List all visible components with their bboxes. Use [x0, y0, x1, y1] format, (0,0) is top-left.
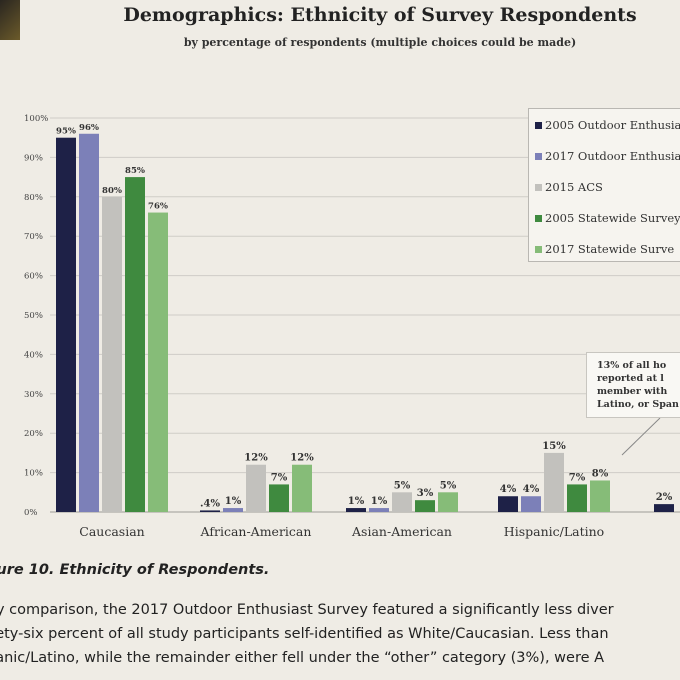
bar [125, 177, 145, 512]
y-tick-label: 30% [24, 390, 43, 400]
annotation-line: 13% of all ho [597, 360, 667, 371]
annotation-line: member with [597, 386, 668, 397]
bar [269, 484, 289, 512]
legend-item: 2017 Outdoor Enthusia [535, 148, 680, 164]
bar [292, 464, 312, 512]
y-tick-label: 80% [24, 193, 43, 203]
data-label: 4% [523, 484, 540, 495]
legend-item: 2005 Outdoor Enthusias [535, 117, 680, 133]
data-label: 8% [592, 468, 609, 479]
data-label: 1% [225, 496, 242, 507]
legend-label: 2017 Outdoor Enthusia [545, 149, 680, 163]
data-label: 95% [56, 127, 76, 137]
chart-title: Demographics: Ethnicity of Survey Respon… [123, 4, 637, 26]
bar [56, 137, 76, 512]
data-label: 15% [542, 441, 566, 452]
annotation-line: Latino, or Span [597, 399, 679, 410]
bar-chart: 0% 10% 20% 30% 40% 50% 60% 70% 80% 90% 100% 95% 96% 8… [24, 114, 680, 539]
annotation-leader-line [621, 417, 661, 456]
bar [438, 492, 458, 512]
data-label: 1% [348, 496, 365, 507]
page-corner-shadow [0, 0, 20, 40]
y-tick-label: 100% [24, 114, 48, 124]
category-label: African-American [200, 524, 312, 539]
chart-subtitle: by percentage of respondents (multiple c… [183, 36, 577, 49]
y-tick-label: 70% [24, 232, 43, 242]
bar [392, 492, 412, 512]
legend-label: 2005 Outdoor Enthusias [545, 118, 680, 132]
legend-item: 2015 ACS [535, 179, 603, 195]
annotation-line: reported at l [597, 373, 664, 384]
bar [498, 496, 518, 512]
legend-swatch [535, 121, 542, 129]
y-tick-label: 10% [24, 469, 43, 479]
figure-caption: gure 10. Ethnicity of Respondents. [0, 562, 270, 578]
y-tick-label: 0% [24, 508, 38, 518]
bar [102, 196, 122, 513]
data-label: 12% [244, 453, 268, 464]
bar [590, 480, 610, 512]
bar [567, 484, 587, 512]
bar [415, 500, 435, 512]
data-label: 80% [102, 186, 122, 196]
data-label: 1% [371, 496, 388, 507]
body-paragraph: By comparison, the 2017 Outdoor Enthusia… [0, 598, 680, 670]
bar [654, 504, 674, 512]
y-tick-label: 50% [24, 311, 43, 321]
legend-swatch [535, 183, 542, 191]
data-label: 85% [125, 166, 145, 176]
bar [369, 508, 389, 512]
body-line: panic/Latino, while the remainder either… [0, 650, 605, 666]
data-label: 5% [440, 480, 457, 491]
data-label: 7% [569, 472, 586, 483]
legend-label: 2017 Statewide Surve [545, 242, 675, 256]
bar [246, 464, 266, 512]
legend-item: 2005 Statewide Survey [535, 210, 680, 226]
bar [223, 508, 243, 512]
category-label: Hispanic/Latino [504, 524, 604, 539]
legend-label: 2005 Statewide Survey [545, 211, 680, 225]
y-tick-label: 90% [24, 153, 43, 163]
bar [544, 452, 564, 512]
y-tick-label: 40% [24, 350, 43, 360]
legend-swatch [535, 152, 542, 160]
bar [521, 496, 541, 512]
bar [200, 510, 220, 512]
data-label: 96% [79, 123, 99, 133]
data-label: 2% [656, 492, 673, 503]
bar [346, 508, 366, 512]
annotation-callout: 13% of all ho reported at l member with Lat… [586, 352, 680, 418]
legend-swatch [535, 245, 542, 253]
legend-swatch [535, 214, 542, 222]
chart-legend: 2005 Outdoor Enthusias 2017 Outdoor Enthu… [528, 108, 680, 262]
data-label: 5% [394, 480, 411, 491]
data-label: 3% [417, 488, 434, 499]
y-tick-label: 20% [24, 429, 43, 439]
y-tick-label: 60% [24, 272, 43, 282]
bar [79, 133, 99, 512]
bar [148, 212, 168, 512]
body-line: nety-six percent of all study participan… [0, 626, 609, 642]
data-label: 76% [148, 202, 168, 212]
data-label: 7% [271, 472, 288, 483]
body-line: By comparison, the 2017 Outdoor Enthusia… [0, 602, 614, 618]
data-label: 12% [290, 453, 314, 464]
data-label: 4% [500, 484, 517, 495]
data-label: .4% [200, 498, 220, 509]
category-label: Asian-American [351, 524, 452, 539]
legend-item: 2017 Statewide Surve [535, 241, 674, 257]
legend-label: 2015 ACS [545, 180, 603, 194]
category-label: Caucasian [79, 524, 144, 539]
